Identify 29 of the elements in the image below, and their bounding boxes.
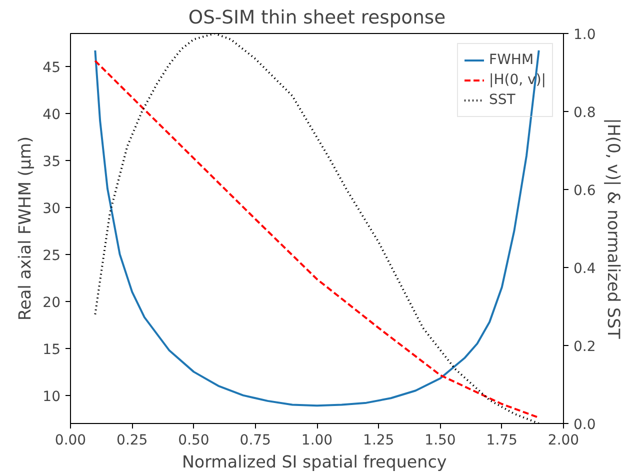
y-tick-label: 35 <box>42 154 61 170</box>
y2-tick-label: 0.8 <box>574 105 596 121</box>
x-tick-label: 1.50 <box>424 432 456 448</box>
y-tick-label: 15 <box>42 342 61 358</box>
y-tick-label: 25 <box>42 248 61 264</box>
legend-label: FWHM <box>489 52 534 68</box>
x-tick-label: 0.25 <box>116 432 148 448</box>
y2-tick-label: 0.4 <box>574 261 596 277</box>
y2-tick-label: 0.6 <box>574 183 596 199</box>
x-tick-label: 0.75 <box>240 432 271 448</box>
legend-label: SST <box>489 92 516 108</box>
x-tick-label: 2.00 <box>548 432 580 448</box>
y-tick-label: 45 <box>42 60 61 76</box>
x-tick-label: 1.25 <box>363 432 394 448</box>
y-tick-label: 20 <box>42 294 61 311</box>
y-axis-title: Real axial FWHM (μm) <box>16 136 35 321</box>
x-tick-label: 1.00 <box>301 432 333 448</box>
y2-axis-title: |H(0, v)| & normalized SST <box>604 118 623 340</box>
y-tick-label: 40 <box>42 106 61 123</box>
x-axis-title: Normalized SI spatial frequency <box>182 452 447 472</box>
y2-tick-label: 0.0 <box>574 417 596 433</box>
y-tick-label: 30 <box>42 200 61 217</box>
y-tick-label: 10 <box>42 388 61 405</box>
x-tick-label: 0.00 <box>54 432 86 448</box>
x-tick-label: 0.50 <box>178 432 210 448</box>
chart-title: OS-SIM thin sheet response <box>188 8 446 28</box>
y2-tick-label: 1.0 <box>574 27 596 43</box>
x-tick-label: 1.75 <box>486 432 518 448</box>
y2-tick-label: 0.2 <box>574 339 596 355</box>
